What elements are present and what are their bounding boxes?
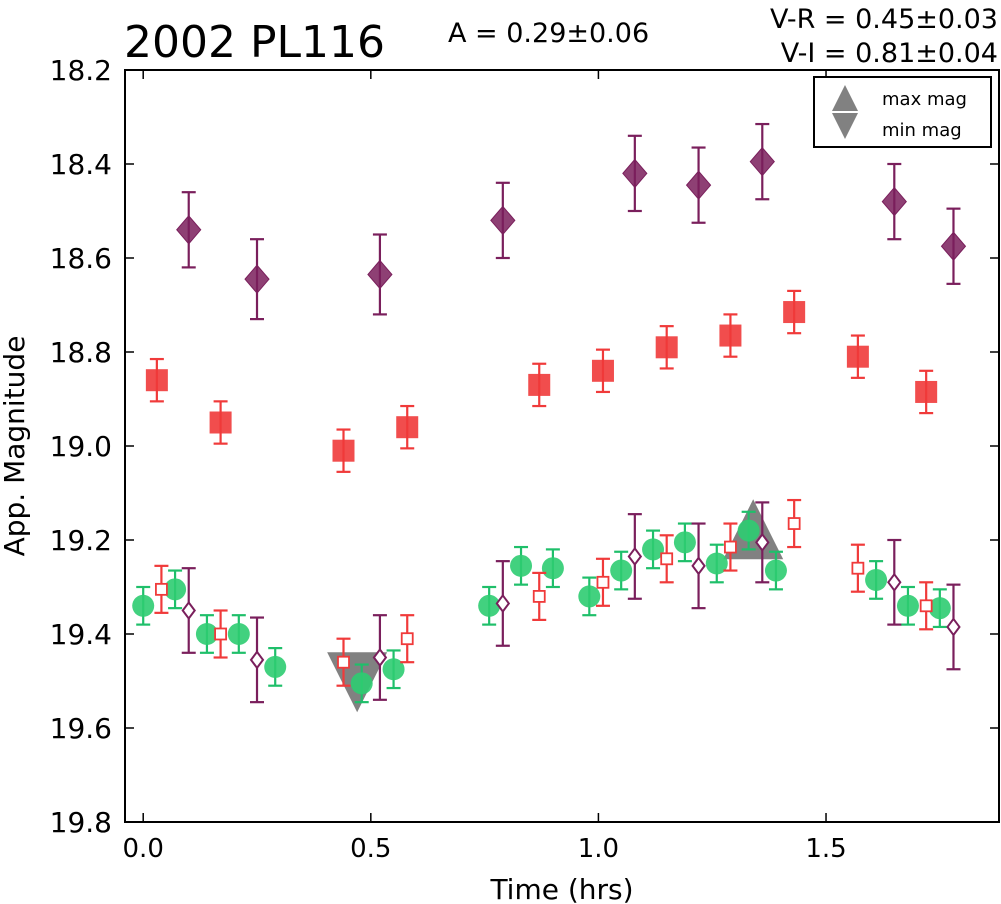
y-tick-label: 19.2 [50,524,112,557]
data-point-square [591,359,614,382]
data-point-open-square [532,590,546,603]
data-point-square [396,416,419,439]
data-point-circle [478,594,501,617]
data-point-circle [737,519,760,542]
data-point-circle [164,578,187,601]
data-point-open-square [851,561,865,575]
data-point-circle [227,623,250,645]
data-point-circle [928,597,951,620]
data-point-square [332,439,355,462]
data-point-circle [541,557,564,580]
data-point-circle [764,559,787,582]
data-point-diamond [622,158,648,189]
data-point-circle [132,594,155,617]
data-point-circle [382,658,405,681]
data-point-open-diamond [691,556,706,576]
data-point-diamond [881,186,907,217]
x-tick-label: 1.0 [578,834,619,864]
data-point-circle [578,585,601,608]
legend-max-mag-marker [832,85,858,111]
data-point-diamond [176,215,202,245]
data-point-open-square [919,599,933,613]
data-point-open-square [596,575,610,589]
data-point-circle [673,531,696,554]
y-tick-label: 19.0 [50,430,112,463]
data-point-square [209,411,232,434]
y-tick-label: 19.6 [50,712,112,745]
data-point-open-diamond [627,546,643,567]
data-point-circle [610,559,633,582]
data-point-diamond [367,259,393,290]
data-point-square [846,345,869,368]
data-point-open-square [787,517,801,530]
legend-min-mag-label: min mag [882,120,962,141]
data-point-diamond [940,231,967,262]
data-point-open-diamond [372,647,388,668]
data-point-circle [510,554,533,577]
data-point-open-square [724,540,737,554]
data-point-open-diamond [946,617,961,637]
data-point-diamond [749,146,775,177]
data-marks [132,122,967,713]
y-tick-label: 19.4 [50,618,112,651]
data-point-open-diamond [495,593,511,614]
data-point-diamond [685,170,712,200]
x-axis-label: Time (hrs) [489,873,633,904]
y-tick-label: 18.4 [50,148,112,181]
data-point-open-square [400,632,414,646]
data-point-open-square [660,552,674,566]
data-point-open-diamond [249,650,265,670]
vi-color-label: V-I = 0.81±0.04 [781,38,998,69]
data-point-open-square [214,627,227,641]
data-point-open-square [155,582,168,596]
data-point-circle [705,552,728,575]
amplitude-label: A = 0.29±0.06 [448,18,649,49]
x-tick-label: 1.5 [805,834,846,864]
legend: max mag min mag [813,76,992,148]
data-point-diamond [490,205,516,236]
data-point-square [655,336,678,359]
legend-min-mag-marker [832,113,858,139]
data-point-square [145,369,168,392]
data-point-circle [865,568,888,591]
chart-title: 2002 PL116 [124,17,385,68]
data-point-circle [642,538,665,561]
x-tick-label: 0.0 [123,834,164,864]
y-tick-label: 18.8 [50,336,112,369]
data-point-circle [350,672,373,695]
data-point-square [783,301,806,324]
data-point-open-square [337,655,350,669]
data-point-diamond [244,264,270,294]
data-point-open-diamond [181,600,196,621]
data-point-square [915,380,938,403]
data-point-circle [896,594,919,617]
data-point-open-diamond [887,572,902,592]
x-tick-label: 0.5 [350,834,391,864]
data-point-circle [195,623,218,645]
y-tick-label: 18.2 [50,54,112,87]
y-tick-label: 18.6 [50,242,112,275]
data-point-open-diamond [755,532,770,553]
vr-color-label: V-R = 0.45±0.03 [770,4,998,35]
data-point-circle [264,655,287,678]
legend-max-mag-label: max mag [882,89,967,110]
y-tick-label: 19.8 [50,806,112,839]
data-point-square [528,373,551,396]
axes: 0.0 0.5 1.0 1.5 18.2 18.4 18.6 18.8 19.0 19.2 19.4… [50,54,999,864]
plot-frame [124,69,1000,823]
y-axis-label: App. Magnitude [0,336,31,557]
data-point-square [719,324,742,347]
